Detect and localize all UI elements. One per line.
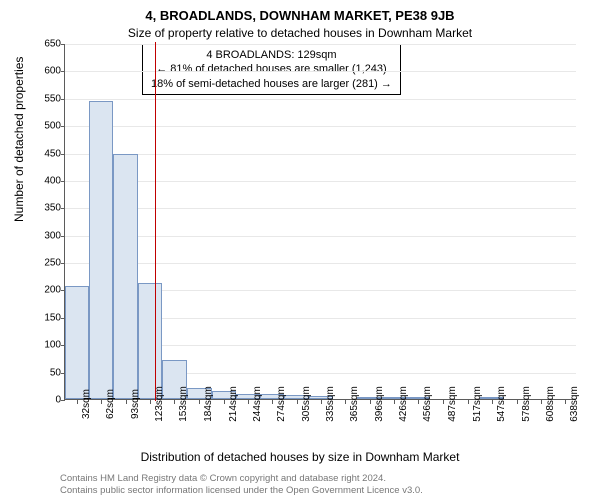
x-tick-label: 184sqm [203,386,214,422]
y-tick-label: 50 [50,367,61,378]
y-axis-label: Number of detached properties [12,57,26,222]
x-tick-label: 62sqm [105,389,116,419]
y-tick-label: 500 [44,121,61,132]
histogram-bar [138,283,162,399]
x-tick-mark [248,400,249,404]
y-tick-mark [61,44,65,45]
x-tick-mark [370,400,371,404]
x-tick-mark [297,400,298,404]
x-tick-label: 335sqm [325,386,336,422]
plot-region: 0501001502002503003504004505005506006503… [64,44,576,400]
x-tick-label: 517sqm [472,386,483,422]
y-tick-label: 0 [55,395,61,406]
x-tick-mark [101,400,102,404]
gridline [65,99,576,100]
x-tick-label: 456sqm [422,386,433,422]
title-main: 4, BROADLANDS, DOWNHAM MARKET, PE38 9JB [0,8,600,23]
y-tick-label: 100 [44,340,61,351]
x-tick-mark [174,400,175,404]
x-tick-label: 244sqm [252,386,263,422]
x-tick-label: 578sqm [521,386,532,422]
x-tick-mark [321,400,322,404]
y-tick-label: 650 [44,39,61,50]
y-tick-mark [61,154,65,155]
x-tick-label: 153sqm [178,386,189,422]
x-tick-label: 638sqm [569,386,580,422]
x-tick-label: 305sqm [301,386,312,422]
y-tick-mark [61,263,65,264]
x-tick-mark [224,400,225,404]
gridline [65,263,576,264]
x-tick-mark [468,400,469,404]
gridline [65,126,576,127]
x-tick-mark [77,400,78,404]
gridline [65,154,576,155]
gridline [65,44,576,45]
y-tick-mark [61,71,65,72]
y-tick-mark [61,236,65,237]
x-axis-label: Distribution of detached houses by size … [0,450,600,464]
x-tick-mark [345,400,346,404]
x-tick-label: 274sqm [276,386,287,422]
y-tick-label: 200 [44,285,61,296]
x-tick-label: 426sqm [398,386,409,422]
x-tick-label: 93sqm [130,389,141,419]
x-tick-label: 123sqm [154,386,165,422]
y-tick-mark [61,126,65,127]
x-tick-label: 396sqm [374,386,385,422]
gridline [65,236,576,237]
x-tick-mark [126,400,127,404]
x-tick-mark [150,400,151,404]
property-marker-line [155,42,156,401]
footer-line-1: Contains HM Land Registry data © Crown c… [60,473,590,484]
x-tick-mark [492,400,493,404]
x-tick-mark [394,400,395,404]
y-tick-label: 600 [44,66,61,77]
x-tick-label: 487sqm [447,386,458,422]
x-tick-mark [443,400,444,404]
x-tick-mark [565,400,566,404]
y-tick-mark [61,400,65,401]
footer-line-2: Contains public sector information licen… [60,485,590,496]
footer-attribution: Contains HM Land Registry data © Crown c… [60,473,590,496]
x-tick-mark [517,400,518,404]
histogram-bar [65,286,89,399]
gridline [65,71,576,72]
gridline [65,181,576,182]
x-tick-label: 32sqm [81,389,92,419]
y-tick-label: 450 [44,148,61,159]
x-tick-label: 608sqm [545,386,556,422]
y-tick-label: 250 [44,258,61,269]
x-tick-label: 547sqm [496,386,507,422]
x-tick-mark [199,400,200,404]
chart-container: 4, BROADLANDS, DOWNHAM MARKET, PE38 9JB … [0,0,600,500]
x-tick-mark [541,400,542,404]
y-tick-mark [61,99,65,100]
y-tick-label: 350 [44,203,61,214]
histogram-bar [113,154,138,399]
title-sub: Size of property relative to detached ho… [0,26,600,40]
y-tick-label: 550 [44,93,61,104]
x-tick-label: 365sqm [349,386,360,422]
y-tick-label: 300 [44,230,61,241]
y-tick-mark [61,208,65,209]
y-tick-label: 400 [44,175,61,186]
x-tick-mark [272,400,273,404]
gridline [65,208,576,209]
y-tick-label: 150 [44,312,61,323]
x-tick-label: 214sqm [228,386,239,422]
x-tick-mark [418,400,419,404]
y-tick-mark [61,181,65,182]
chart-area: 0501001502002503003504004505005506006503… [64,44,576,400]
histogram-bar [89,101,113,399]
